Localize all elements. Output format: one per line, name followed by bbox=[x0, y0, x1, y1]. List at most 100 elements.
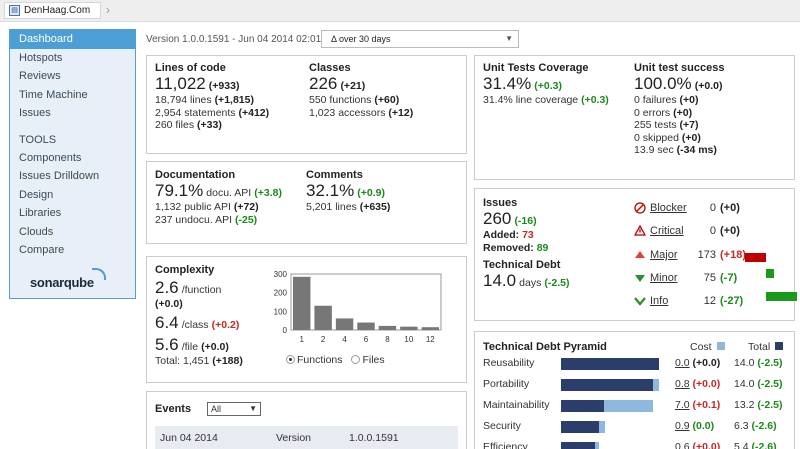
documentation-delta: (+3.8) bbox=[254, 187, 283, 199]
classes-functions[interactable]: 550 functions bbox=[309, 94, 372, 106]
issues-added-label: Added: bbox=[483, 229, 520, 241]
period-select[interactable]: Δ over 30 days ▼ bbox=[321, 30, 519, 48]
pyramid-cost-value[interactable]: 0.6 bbox=[675, 441, 690, 449]
documentation-value[interactable]: 79.1% bbox=[155, 181, 204, 200]
chart-bar[interactable] bbox=[335, 318, 354, 330]
sidebar-item-clouds[interactable]: Clouds bbox=[19, 225, 54, 238]
documentation-widget bbox=[146, 161, 467, 244]
pyramid-cost-header: Cost bbox=[690, 341, 725, 353]
radio-files[interactable] bbox=[351, 355, 361, 364]
issues-added-value[interactable]: 73 bbox=[522, 229, 534, 241]
complexity-function-value[interactable]: 2.6 bbox=[155, 278, 179, 297]
sonarqube-logo[interactable]: sonarqube bbox=[30, 268, 106, 290]
complexity-file-delta: (+0.0) bbox=[201, 340, 229, 353]
severity-info-count: 12 bbox=[703, 295, 716, 307]
chevron-down-icon: ▼ bbox=[505, 34, 513, 43]
minor-icon bbox=[635, 275, 645, 282]
pyramid-total-label: Total bbox=[748, 341, 771, 353]
sidebar-item-issues-drilldown[interactable]: Issues Drilldown bbox=[19, 170, 100, 182]
test-skipped[interactable]: 0 skipped bbox=[634, 131, 679, 144]
documentation-public-api[interactable]: 1,132 public API bbox=[155, 201, 231, 213]
documentation-undocumented-api-delta: (-25) bbox=[235, 213, 258, 226]
x-tick-label: 1 bbox=[299, 335, 304, 344]
sidebar-item-components[interactable]: Components bbox=[19, 151, 82, 164]
pyramid-cost-delta: (+0.0) bbox=[689, 378, 721, 390]
sidebar-item-issues[interactable]: Issues bbox=[19, 107, 51, 119]
loc-lines-delta: (+1,815) bbox=[214, 94, 254, 106]
loc-lines[interactable]: 18,794 lines bbox=[155, 94, 212, 106]
issues-block: Issues 260 (-16) Added: 73 Removed: 89 T… bbox=[483, 197, 570, 291]
y-tick-label: 200 bbox=[274, 289, 288, 298]
test-errors[interactable]: 0 errors bbox=[634, 106, 671, 119]
pyramid-cost-value[interactable]: 0.0 bbox=[675, 357, 690, 369]
pyramid-cost-delta: (+0.0) bbox=[689, 441, 721, 449]
sidebar-item-design[interactable]: Design bbox=[19, 188, 54, 201]
events-filter-select[interactable]: All ▼ bbox=[207, 402, 261, 416]
chart-bar[interactable] bbox=[357, 322, 375, 330]
severity-blocker-link[interactable]: Blocker bbox=[650, 202, 687, 214]
chart-plot-area bbox=[290, 273, 442, 331]
loc-statements[interactable]: 2,954 statements bbox=[155, 106, 236, 119]
pyramid-cost-value[interactable]: 0.8 bbox=[675, 378, 690, 390]
sidebar-item-reviews[interactable]: Reviews bbox=[19, 70, 61, 82]
test-failures[interactable]: 0 failures bbox=[634, 94, 677, 106]
severity-info-link[interactable]: Info bbox=[650, 295, 669, 307]
pyramid-total-value: 5.4 bbox=[734, 441, 749, 449]
severity-info-delta: (-27) bbox=[720, 295, 744, 307]
test-success-value[interactable]: 100.0% bbox=[634, 74, 692, 93]
classes-value[interactable]: 226 bbox=[309, 74, 338, 93]
issues-value[interactable]: 260 bbox=[483, 209, 512, 228]
x-tick-label: 6 bbox=[364, 335, 369, 344]
severity-major-link[interactable]: Major bbox=[650, 249, 678, 261]
issues-removed-value[interactable]: 89 bbox=[536, 241, 549, 254]
chart-bar[interactable] bbox=[293, 276, 311, 330]
chart-bar[interactable] bbox=[378, 325, 397, 330]
severity-critical-delta: (+0) bbox=[720, 225, 740, 237]
line-coverage-delta: (+0.3) bbox=[581, 94, 609, 106]
pyramid-cost-bar bbox=[598, 421, 606, 433]
classes-accessors[interactable]: 1,023 accessors bbox=[309, 106, 386, 119]
pyramid-cost-value[interactable]: 7.0 bbox=[675, 399, 690, 411]
comments-value[interactable]: 32.1% bbox=[306, 181, 355, 200]
technical-debt-value[interactable]: 14.0 bbox=[483, 271, 517, 290]
breadcrumb-separator-icon: › bbox=[106, 3, 110, 17]
line-coverage[interactable]: 31.4% line coverage bbox=[483, 94, 579, 106]
size-widget bbox=[146, 55, 467, 154]
loc-files-delta: (+33) bbox=[197, 119, 222, 131]
radio-functions[interactable] bbox=[286, 355, 295, 364]
sidebar-item-compare[interactable]: Compare bbox=[19, 244, 65, 256]
complexity-total: Total: 1,451 bbox=[155, 354, 210, 367]
complexity-file-value[interactable]: 5.6 bbox=[155, 334, 179, 354]
pyramid-total-bar bbox=[561, 421, 606, 433]
coverage-value[interactable]: 31.4% bbox=[483, 74, 532, 93]
complexity-title: Complexity bbox=[155, 264, 215, 276]
loc-files[interactable]: 260 files bbox=[155, 119, 195, 131]
sidebar-item-time-machine[interactable]: Time Machine bbox=[19, 88, 88, 101]
complexity-class-value[interactable]: 6.4 bbox=[155, 312, 179, 332]
chart-bar[interactable] bbox=[314, 305, 332, 330]
y-tick-label: 300 bbox=[274, 270, 288, 279]
test-count[interactable]: 255 tests bbox=[634, 119, 677, 131]
tests-widget bbox=[474, 55, 795, 180]
severity-row-blocker: Blocker 0 (+0) bbox=[634, 201, 740, 215]
sidebar-item-libraries[interactable]: Libraries bbox=[19, 207, 62, 219]
pyramid-cost-label: Cost bbox=[690, 341, 712, 353]
sidebar-tools-heading: TOOLS bbox=[19, 133, 57, 146]
sidebar-item-dashboard[interactable]: Dashboard bbox=[10, 30, 135, 49]
pyramid-row: Security 0.9 (0.0) 6.3 (-2.6) bbox=[483, 420, 795, 434]
comments-lines[interactable]: 5,201 lines bbox=[306, 201, 357, 213]
technical-debt-title: Technical Debt bbox=[483, 259, 561, 271]
severity-critical-link[interactable]: Critical bbox=[650, 225, 684, 237]
pyramid-cost-value[interactable]: 0.9 bbox=[675, 420, 690, 432]
breadcrumb-project[interactable]: ▤ DenHaag.Com bbox=[4, 2, 102, 19]
documentation-undocumented-api[interactable]: 237 undocu. API bbox=[155, 213, 233, 226]
severity-minor-link[interactable]: Minor bbox=[650, 272, 678, 284]
pyramid-total-value: 6.3 bbox=[734, 420, 749, 432]
severity-row-minor: Minor 75 (-7) bbox=[634, 271, 737, 285]
sidebar-item-hotspots[interactable]: Hotspots bbox=[19, 51, 63, 64]
x-tick-label: 10 bbox=[404, 335, 413, 344]
test-duration[interactable]: 13.9 sec bbox=[634, 144, 674, 156]
chart-bar[interactable] bbox=[421, 327, 439, 330]
loc-value[interactable]: 11,022 bbox=[155, 74, 206, 93]
chart-bar[interactable] bbox=[400, 326, 418, 330]
